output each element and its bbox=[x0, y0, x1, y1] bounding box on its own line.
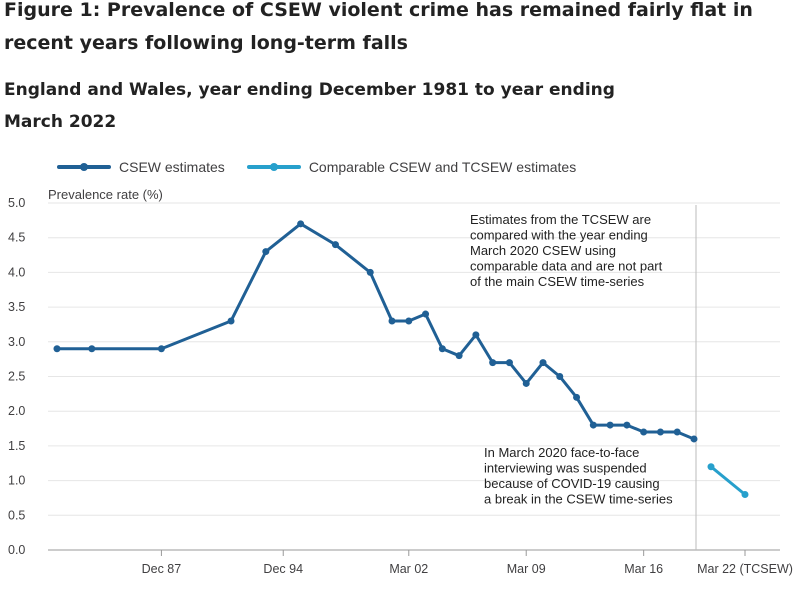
legend-label-comparable: Comparable CSEW and TCSEW estimates bbox=[308, 159, 577, 175]
y-tick-label: 2.5 bbox=[8, 370, 25, 384]
data-point[interactable] bbox=[656, 428, 664, 436]
y-tick-label: 2.0 bbox=[8, 404, 25, 418]
annotation-line: interviewing was suspended bbox=[484, 461, 647, 476]
data-point[interactable] bbox=[489, 359, 497, 367]
data-point[interactable] bbox=[422, 310, 430, 318]
data-point[interactable] bbox=[556, 373, 564, 380]
series-line-1 bbox=[710, 465, 746, 496]
gridlines bbox=[48, 202, 780, 551]
y-tick-label: 0.0 bbox=[8, 543, 25, 557]
y-tick-label: 5.0 bbox=[8, 196, 25, 210]
data-point[interactable] bbox=[623, 421, 631, 429]
data-point[interactable] bbox=[741, 490, 749, 498]
data-point[interactable] bbox=[673, 428, 681, 436]
annotation-line: Estimates from the TCSEW are bbox=[470, 212, 651, 227]
legend-item-comparable[interactable]: Comparable CSEW and TCSEW estimates bbox=[246, 159, 577, 175]
x-tick-label: Mar 22 (TCSEW) bbox=[697, 562, 793, 576]
chart-subtitle: England and Wales, year ending December … bbox=[4, 80, 615, 132]
y-tick-label: 4.0 bbox=[8, 265, 25, 279]
data-point[interactable] bbox=[366, 268, 374, 276]
annotation-line: of the main CSEW time-series bbox=[470, 274, 645, 289]
data-point[interactable] bbox=[522, 379, 530, 387]
data-point[interactable] bbox=[157, 345, 165, 353]
annotation-line: March 2020 CSEW using bbox=[470, 243, 616, 258]
x-tick-label: Dec 87 bbox=[142, 562, 182, 576]
data-point[interactable] bbox=[262, 248, 270, 256]
y-tick-label: 3.5 bbox=[8, 300, 25, 314]
legend-swatch-comparable bbox=[246, 163, 301, 171]
data-point[interactable] bbox=[455, 352, 463, 360]
data-point[interactable] bbox=[573, 393, 581, 401]
x-tick-label: Mar 16 bbox=[624, 562, 663, 576]
annotation-line: compared with the year ending bbox=[470, 228, 648, 243]
data-point[interactable] bbox=[297, 220, 305, 228]
data-point[interactable] bbox=[690, 435, 698, 443]
annotation-line: comparable data and are not part bbox=[470, 259, 663, 274]
data-point[interactable] bbox=[640, 428, 648, 436]
data-point[interactable] bbox=[589, 421, 597, 429]
annotation-line: In March 2020 face-to-face bbox=[484, 445, 639, 460]
data-point[interactable] bbox=[472, 331, 480, 339]
x-tick-label: Dec 94 bbox=[263, 562, 303, 576]
y-tick-label: 4.5 bbox=[8, 231, 25, 245]
y-tick-label: 1.5 bbox=[8, 439, 25, 453]
y-tick-label: 0.5 bbox=[8, 508, 25, 522]
data-point[interactable] bbox=[539, 359, 547, 367]
y-tick-label: 1.0 bbox=[8, 474, 25, 488]
x-axis-ticks: Dec 87 Dec 94 Mar 02 Mar 09 Mar 16 Mar 22 (TC… bbox=[142, 550, 793, 576]
series bbox=[53, 220, 749, 498]
data-point[interactable] bbox=[53, 345, 61, 353]
data-point[interactable] bbox=[505, 359, 513, 367]
chart-legend: CSEW estimates Comparable CSEW and TCSEW… bbox=[57, 156, 598, 178]
x-tick-label: Mar 09 bbox=[507, 562, 546, 576]
annotation-line: because of COVID-19 causing bbox=[484, 476, 660, 491]
y-axis-ticks: 0.0 0.5 1.0 1.5 2.0 2.5 3.0 3.5 4.0 4.5 5.0 bbox=[8, 196, 25, 557]
data-point[interactable] bbox=[88, 345, 96, 353]
data-point[interactable] bbox=[405, 317, 413, 325]
data-point[interactable] bbox=[606, 421, 614, 429]
legend-item-csew[interactable]: CSEW estimates bbox=[57, 159, 225, 175]
data-point[interactable] bbox=[438, 345, 446, 353]
data-point[interactable] bbox=[388, 317, 396, 325]
annotation-tcsew-note: Estimates from the TCSEW are compared wit… bbox=[470, 212, 663, 289]
annotation-covid-note: In March 2020 face-to-face interviewing w… bbox=[484, 445, 673, 507]
annotation-line: a break in the CSEW time-series bbox=[484, 492, 673, 507]
legend-swatch-csew bbox=[57, 163, 111, 171]
legend-label-csew: CSEW estimates bbox=[119, 159, 225, 175]
data-point[interactable] bbox=[707, 463, 715, 471]
chart-title: Figure 1: Prevalence of CSEW violent cri… bbox=[4, 0, 753, 54]
data-point[interactable] bbox=[331, 241, 339, 249]
y-axis-label: Prevalence rate (%) bbox=[48, 187, 163, 202]
data-point[interactable] bbox=[227, 317, 235, 325]
x-tick-label: Mar 02 bbox=[389, 562, 428, 576]
y-tick-label: 3.0 bbox=[8, 335, 25, 349]
